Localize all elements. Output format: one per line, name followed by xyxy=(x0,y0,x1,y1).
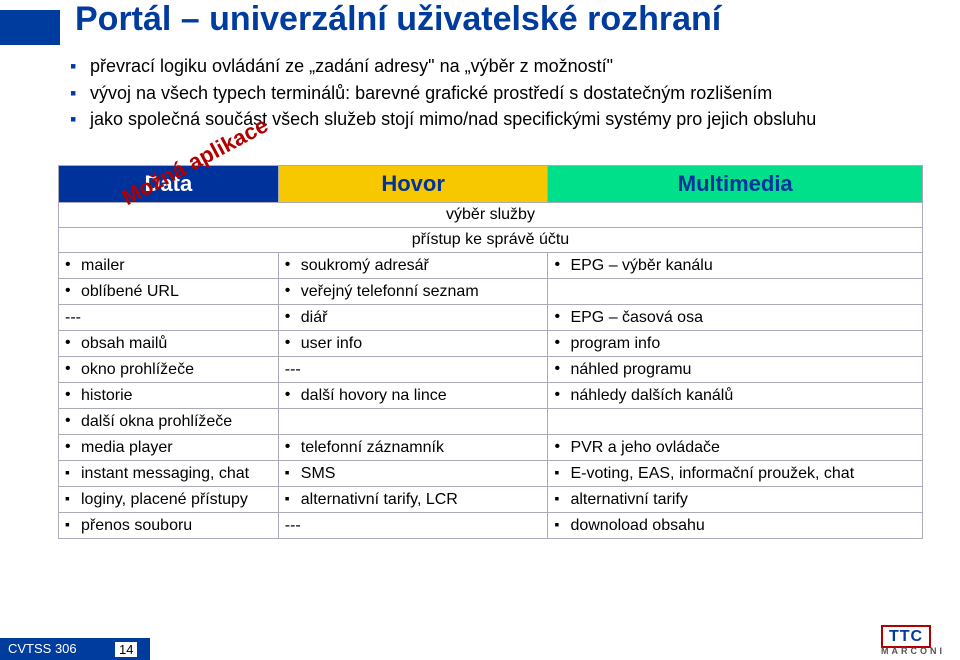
cell-hovor: veřejný telefonní seznam xyxy=(278,279,548,305)
cell-hovor: telefonní záznamník xyxy=(278,435,548,461)
span-row-2-text: přístup ke správě účtu xyxy=(412,231,569,248)
table-row: obsah mailůuser infoprogram info xyxy=(59,331,923,357)
cell-data: obsah mailů xyxy=(59,331,279,357)
table-row: okno prohlížeče---náhled programu xyxy=(59,357,923,383)
cell-multimedia: náhled programu xyxy=(548,357,923,383)
table-row: historiedalší hovory na lincenáhledy dal… xyxy=(59,383,923,409)
header-hovor: Hovor xyxy=(278,166,548,203)
header-multimedia: Multimedia xyxy=(548,166,923,203)
cell-multimedia: program info xyxy=(548,331,923,357)
logo-bottom: MARCONI xyxy=(881,646,945,656)
bullet-item: jako společná součást všech služeb stojí… xyxy=(70,108,910,131)
cell-data: okno prohlížeče xyxy=(59,357,279,383)
cell-data: loginy, placené přístupy xyxy=(59,487,279,513)
cell-data: instant messaging, chat xyxy=(59,461,279,487)
table-row: ---diářEPG – časová osa xyxy=(59,305,923,331)
table-row: přístup ke správě účtu xyxy=(59,228,923,253)
cell-hovor: user info xyxy=(278,331,548,357)
table-row: přenos souboru---downoload obsahu xyxy=(59,513,923,539)
table-row: instant messaging, chatSMSE-voting, EAS,… xyxy=(59,461,923,487)
cell-hovor: alternativní tarify, LCR xyxy=(278,487,548,513)
cell-multimedia: EPG – časová osa xyxy=(548,305,923,331)
table-row: další okna prohlížeče xyxy=(59,409,923,435)
table-row: mailersoukromý adresářEPG – výběr kanálu xyxy=(59,253,923,279)
cell-multimedia: PVR a jeho ovládače xyxy=(548,435,923,461)
cell-multimedia xyxy=(548,409,923,435)
table-row: loginy, placené přístupyalternativní tar… xyxy=(59,487,923,513)
footer-page-number: 14 xyxy=(115,642,137,657)
cell-data: --- xyxy=(59,305,279,331)
span-row-2: přístup ke správě účtu xyxy=(59,228,923,253)
table-row: media playertelefonní záznamníkPVR a jeh… xyxy=(59,435,923,461)
page-title: Portál – univerzální uživatelské rozhran… xyxy=(75,0,721,39)
logo: TTC MARCONI xyxy=(881,625,945,656)
cell-multimedia: náhledy dalších kanálů xyxy=(548,383,923,409)
cell-data: historie xyxy=(59,383,279,409)
cell-data: přenos souboru xyxy=(59,513,279,539)
cell-data: další okna prohlížeče xyxy=(59,409,279,435)
header-data: Data xyxy=(59,166,279,203)
comparison-table: Data Hovor Multimedia výběr služby příst… xyxy=(58,165,923,539)
table-row: výběr služby xyxy=(59,203,923,228)
cell-multimedia: EPG – výběr kanálu xyxy=(548,253,923,279)
cell-multimedia xyxy=(548,279,923,305)
cell-data: media player xyxy=(59,435,279,461)
cell-hovor: SMS xyxy=(278,461,548,487)
cell-data: mailer xyxy=(59,253,279,279)
cell-hovor: --- xyxy=(278,357,548,383)
cell-multimedia: downoload obsahu xyxy=(548,513,923,539)
intro-bullets: převrací logiku ovládání ze „zadání adre… xyxy=(70,55,910,135)
cell-hovor: --- xyxy=(278,513,548,539)
cell-data: oblíbené URL xyxy=(59,279,279,305)
footer: CVTSS 306 14 TTC MARCONI xyxy=(0,630,960,660)
span-row-1: výběr služby xyxy=(59,203,923,228)
cell-hovor: soukromý adresář xyxy=(278,253,548,279)
cell-hovor: diář xyxy=(278,305,548,331)
cell-hovor: další hovory na lince xyxy=(278,383,548,409)
cell-hovor xyxy=(278,409,548,435)
table-row: oblíbené URLveřejný telefonní seznam xyxy=(59,279,923,305)
bullet-item: vývoj na všech typech terminálů: barevné… xyxy=(70,82,910,105)
logo-top: TTC xyxy=(881,625,931,648)
table-header-row: Data Hovor Multimedia xyxy=(59,166,923,203)
cell-multimedia: alternativní tarify xyxy=(548,487,923,513)
cell-multimedia: E-voting, EAS, informační proužek, chat xyxy=(548,461,923,487)
bullet-item: převrací logiku ovládání ze „zadání adre… xyxy=(70,55,910,78)
title-bar xyxy=(0,10,60,45)
